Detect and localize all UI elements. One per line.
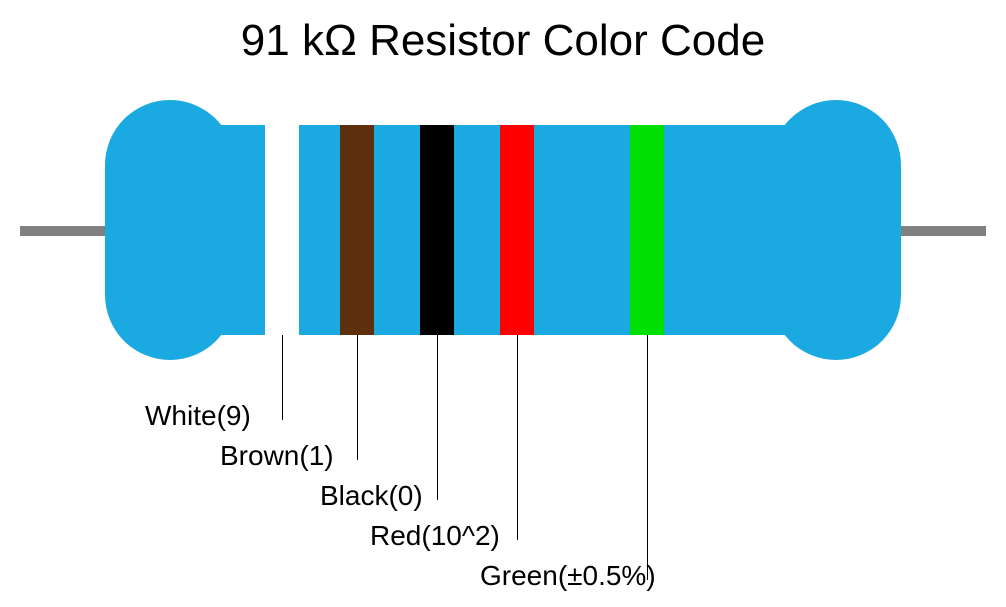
leader-brown: [357, 335, 358, 460]
resistor-diagram: White(9) Brown(1) Black(0) Red(10^2) Green(±…: [0, 0, 1006, 607]
leader-green: [647, 335, 648, 580]
band-label-black: Black(0): [320, 480, 423, 512]
band-label-green: Green(±0.5%): [480, 560, 656, 592]
band-label-red: Red(10^2): [370, 520, 500, 552]
leader-red: [517, 335, 518, 540]
band-label-brown: Brown(1): [220, 440, 334, 472]
band-red: [500, 125, 534, 335]
band-white: [265, 125, 299, 335]
leader-white: [282, 335, 283, 420]
band-green: [630, 125, 664, 335]
band-brown: [340, 125, 374, 335]
leader-black: [437, 335, 438, 500]
band-label-white: White(9): [145, 400, 251, 432]
band-black: [420, 125, 454, 335]
